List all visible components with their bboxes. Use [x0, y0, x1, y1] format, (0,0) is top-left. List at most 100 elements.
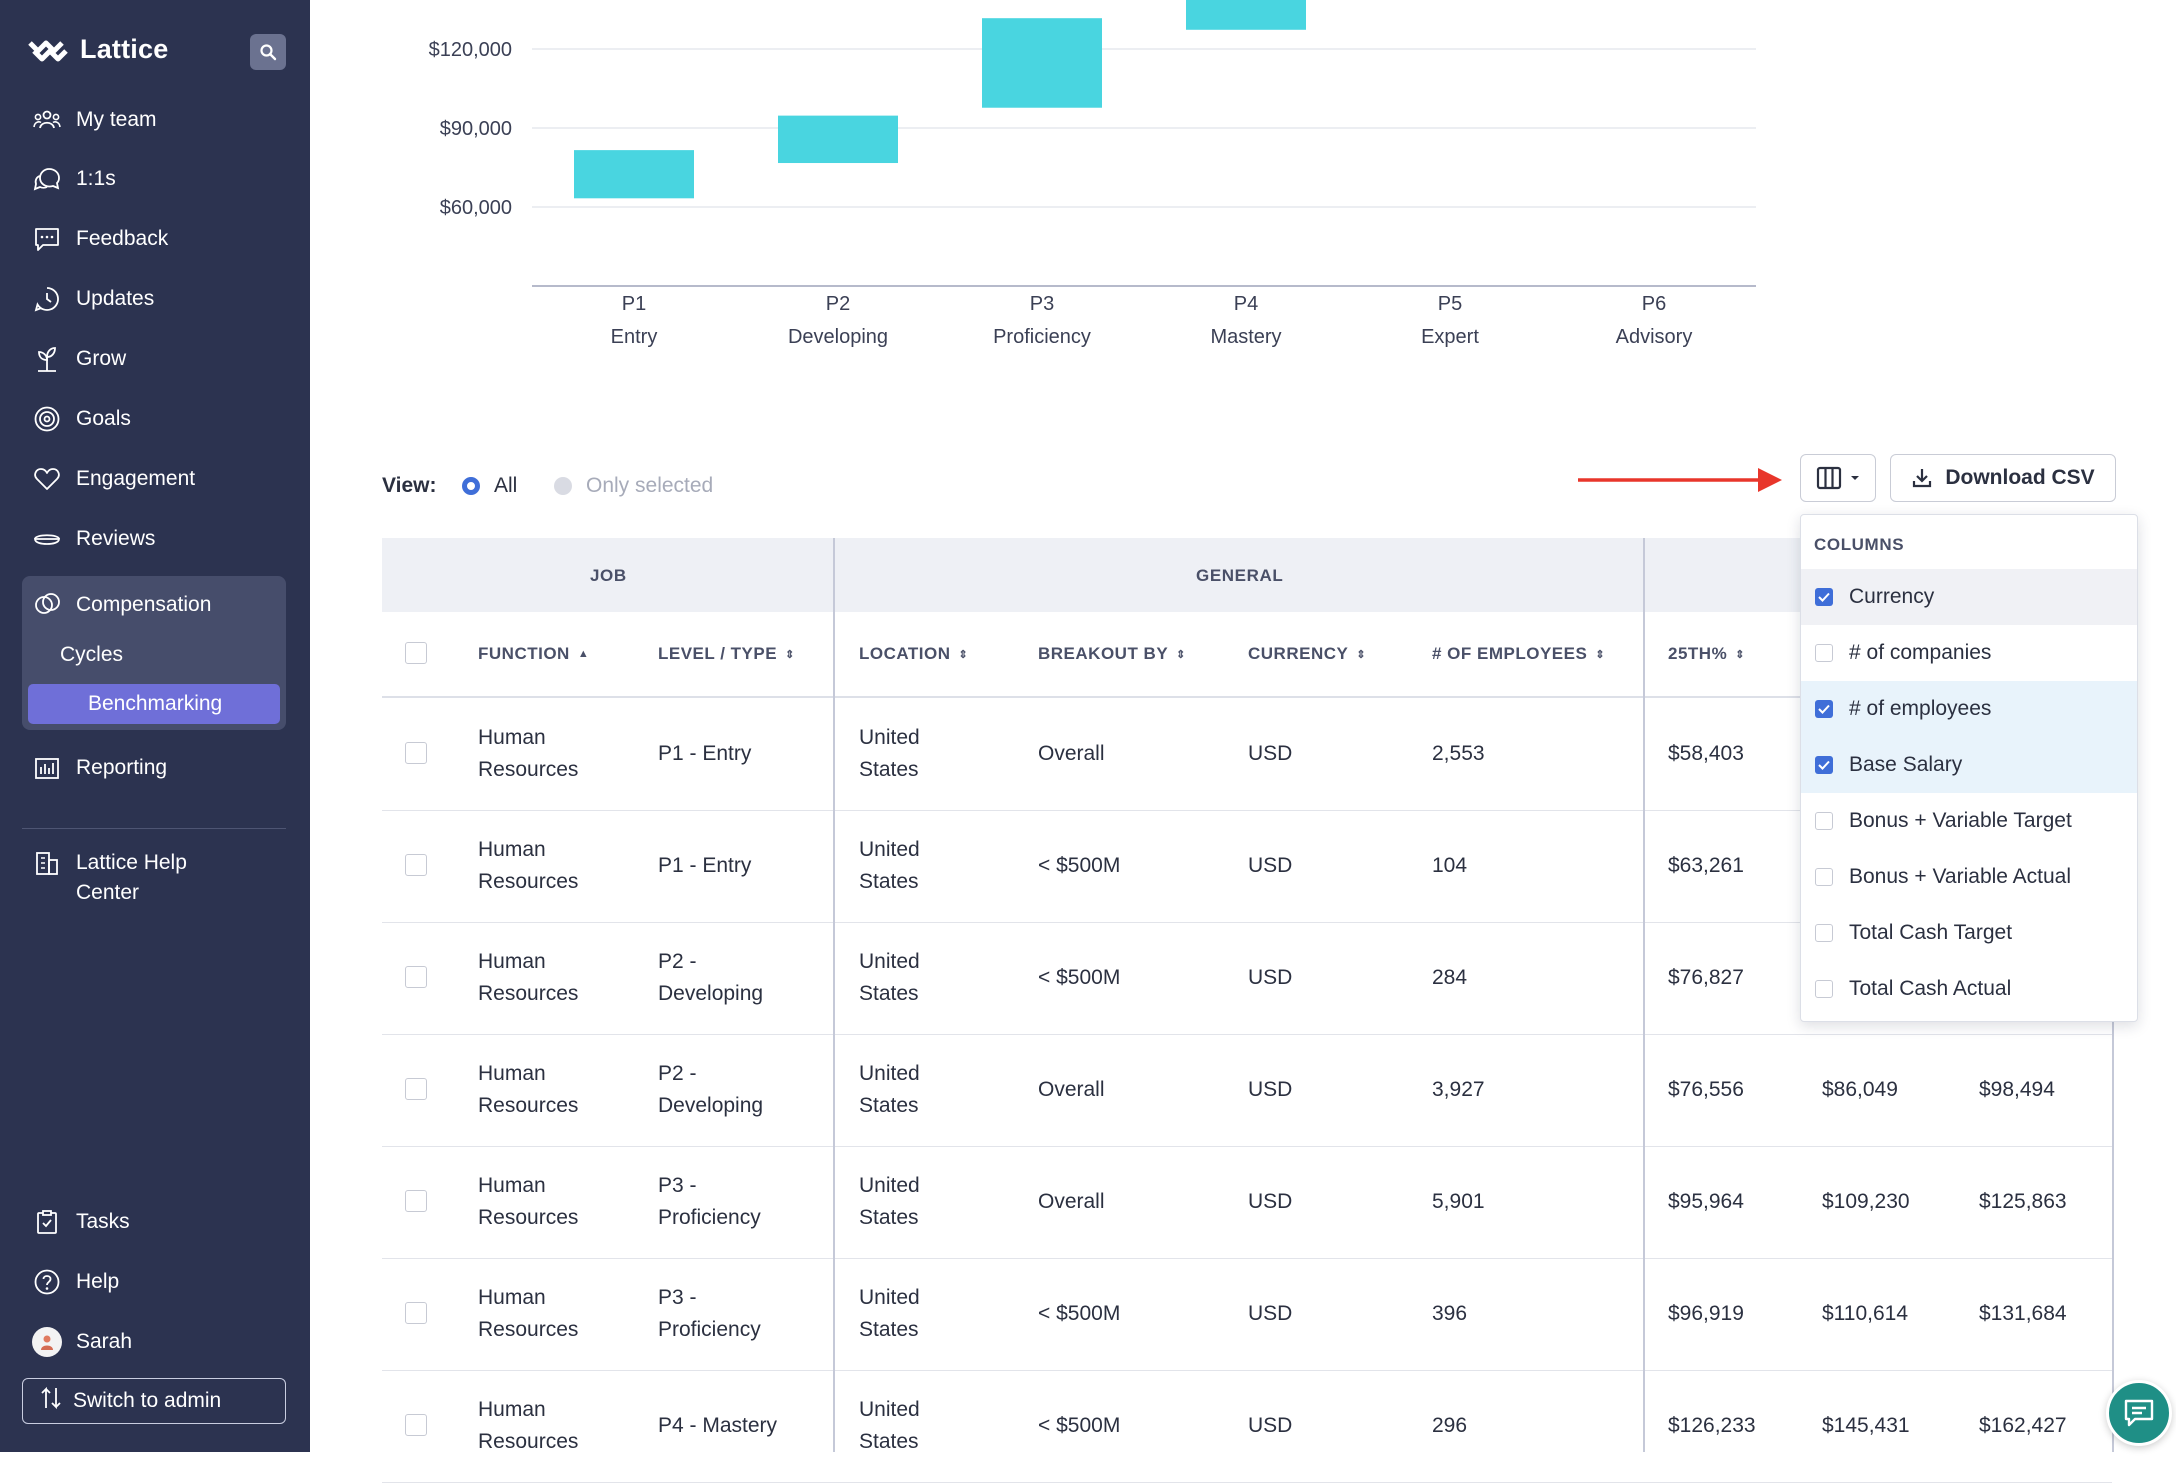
cell-location-line: States	[859, 1318, 919, 1341]
cell-level-line: P3 -	[658, 1174, 697, 1197]
column-header-currency[interactable]: CURRENCY ⇕	[1248, 644, 1366, 664]
column-header-function[interactable]: FUNCTION ▲	[478, 644, 589, 664]
view-option-all[interactable]: All	[462, 474, 517, 498]
cell-function: Human Resources	[478, 834, 578, 898]
column-header-employees[interactable]: # OF EMPLOYEES ⇕	[1432, 644, 1605, 664]
table-row[interactable]: Human Resources P2 - Developing United States…	[382, 1034, 2112, 1147]
sidebar-item-one-on-ones[interactable]: 1:1s	[32, 159, 116, 199]
checkbox-checked[interactable]	[1815, 700, 1833, 718]
checkbox-unchecked[interactable]	[1815, 980, 1833, 998]
cell-currency: USD	[1248, 1190, 1293, 1213]
column-option[interactable]: Bonus + Variable Target	[1801, 793, 2137, 849]
range-bar-p4[interactable]	[1186, 0, 1306, 30]
sidebar-subitem-benchmarking[interactable]: Benchmarking	[28, 684, 280, 724]
checkbox-checked[interactable]	[1815, 756, 1833, 774]
row-checkbox[interactable]	[405, 1078, 427, 1100]
row-checkbox[interactable]	[405, 1414, 427, 1436]
column-option[interactable]: # of employees	[1801, 681, 2137, 737]
cell-75th: $162,427	[1979, 1414, 2067, 1437]
cell-50th: $110,614	[1822, 1302, 1909, 1325]
cell-currency: USD	[1248, 1302, 1293, 1325]
sidebar-subitem-cycles[interactable]: Cycles	[60, 643, 124, 666]
cell-25th: $76,556	[1668, 1078, 1744, 1101]
cell-level-line: P3 -	[658, 1286, 697, 1309]
row-checkbox[interactable]	[405, 854, 427, 876]
sidebar-item-reviews[interactable]: Reviews	[32, 519, 155, 559]
cell-currency: USD	[1248, 1414, 1293, 1437]
row-checkbox[interactable]	[405, 966, 427, 988]
check-icon	[1818, 592, 1830, 602]
table-row[interactable]: Human Resources P4 - Mastery United States < …	[382, 1370, 2112, 1483]
column-header-25th[interactable]: 25TH% ⇕	[1668, 644, 1745, 664]
column-header-breakout-by[interactable]: BREAKOUT BY ⇕	[1038, 644, 1186, 664]
table-row[interactable]: Human Resources P3 - Proficiency United State…	[382, 1258, 2112, 1371]
cell-breakout: Overall	[1038, 1190, 1105, 1213]
cell-location-line: States	[859, 1094, 919, 1117]
column-header-level-type[interactable]: LEVEL / TYPE ⇕	[658, 644, 795, 664]
sidebar-item-help[interactable]: Help	[32, 1262, 119, 1302]
sidebar-item-reporting[interactable]: Reporting	[32, 748, 167, 788]
radio-selected[interactable]	[462, 477, 480, 495]
people-icon	[32, 105, 62, 135]
row-checkbox[interactable]	[405, 1190, 427, 1212]
lattice-logo[interactable]: Lattice	[28, 34, 168, 65]
switch-to-admin-button[interactable]: Switch to admin	[22, 1378, 286, 1424]
range-bar-p3[interactable]	[982, 18, 1102, 108]
sidebar-item-my-team[interactable]: My team	[32, 100, 157, 140]
columns-toggle-button[interactable]	[1800, 454, 1876, 502]
column-option[interactable]: # of companies	[1801, 625, 2137, 681]
view-option-only-selected[interactable]: Only selected	[554, 474, 713, 498]
checkbox-unchecked[interactable]	[1815, 812, 1833, 830]
check-icon	[1818, 704, 1830, 714]
sidebar-item-label: Engagement	[76, 467, 196, 490]
column-header-location[interactable]: LOCATION ⇕	[859, 644, 968, 664]
sidebar-item-goals[interactable]: Goals	[32, 399, 131, 439]
column-option-label: Currency	[1849, 585, 1935, 608]
table-row[interactable]: Human Resources P3 - Proficiency United State…	[382, 1146, 2112, 1259]
column-option[interactable]: Total Cash Target	[1801, 905, 2137, 961]
row-checkbox[interactable]	[405, 1302, 427, 1324]
sidebar-item-compensation[interactable]: Compensation	[32, 585, 211, 625]
select-all-checkbox[interactable]	[405, 642, 427, 664]
sidebar-item-feedback[interactable]: Feedback	[32, 219, 168, 259]
cell-breakout: < $500M	[1038, 1414, 1121, 1437]
range-bar-p2[interactable]	[778, 115, 898, 164]
sidebar-item-grow[interactable]: Grow	[32, 339, 126, 379]
checkbox-checked[interactable]	[1815, 588, 1833, 606]
x-tick-level: P3	[1030, 293, 1054, 315]
sidebar-item-engagement[interactable]: Engagement	[32, 459, 195, 499]
cell-25th: $58,403	[1668, 742, 1744, 765]
checkbox-unchecked[interactable]	[1815, 644, 1833, 662]
checkbox-unchecked[interactable]	[1815, 924, 1833, 942]
cell-function-line: Human	[478, 838, 546, 861]
y-tick-label: $60,000	[440, 197, 512, 219]
sidebar-item-label: Compensation	[76, 593, 212, 616]
sidebar: Lattice My team 1:1s Feedback Updates	[0, 0, 310, 1452]
column-option[interactable]: Currency	[1801, 569, 2137, 625]
checkbox-unchecked[interactable]	[1815, 868, 1833, 886]
column-option[interactable]: Base Salary	[1801, 737, 2137, 793]
x-tick-level: P2	[826, 293, 850, 315]
sidebar-item-updates[interactable]: Updates	[32, 279, 154, 319]
sidebar-item-tasks[interactable]: Tasks	[32, 1202, 130, 1242]
column-option[interactable]: Bonus + Variable Actual	[1801, 849, 2137, 905]
column-header-label: # OF EMPLOYEES	[1432, 644, 1588, 663]
x-tick-label: Expert	[1421, 326, 1479, 348]
cell-level-line: Developing	[658, 1094, 764, 1117]
table-row[interactable]: Human Resources P1 - Entry United States Over…	[382, 698, 2112, 811]
column-header-label: CURRENCY	[1248, 644, 1349, 663]
chat-support-button[interactable]	[2106, 1380, 2172, 1446]
cell-breakout: < $500M	[1038, 966, 1121, 989]
x-tick-label: Proficiency	[993, 326, 1091, 348]
sidebar-item-user[interactable]: Sarah	[32, 1322, 132, 1362]
download-csv-button[interactable]: Download CSV	[1890, 454, 2116, 502]
row-checkbox[interactable]	[405, 742, 427, 764]
range-bar-p1[interactable]	[574, 150, 694, 199]
table-row[interactable]: Human Resources P1 - Entry United States < $5…	[382, 810, 2112, 923]
column-option[interactable]: Total Cash Actual	[1801, 961, 2137, 1017]
table-row[interactable]: Human Resources P2 - Developing United States…	[382, 922, 2112, 1035]
sidebar-item-help-center[interactable]: Lattice Help Center	[32, 848, 187, 912]
cell-location: United States	[859, 1058, 920, 1122]
sidebar-search-button[interactable]	[250, 34, 286, 70]
radio-unselected[interactable]	[554, 477, 572, 495]
